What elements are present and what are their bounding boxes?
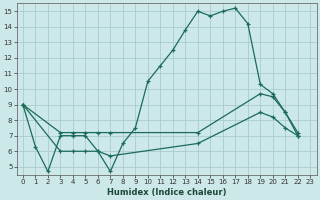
X-axis label: Humidex (Indice chaleur): Humidex (Indice chaleur) (107, 188, 226, 197)
